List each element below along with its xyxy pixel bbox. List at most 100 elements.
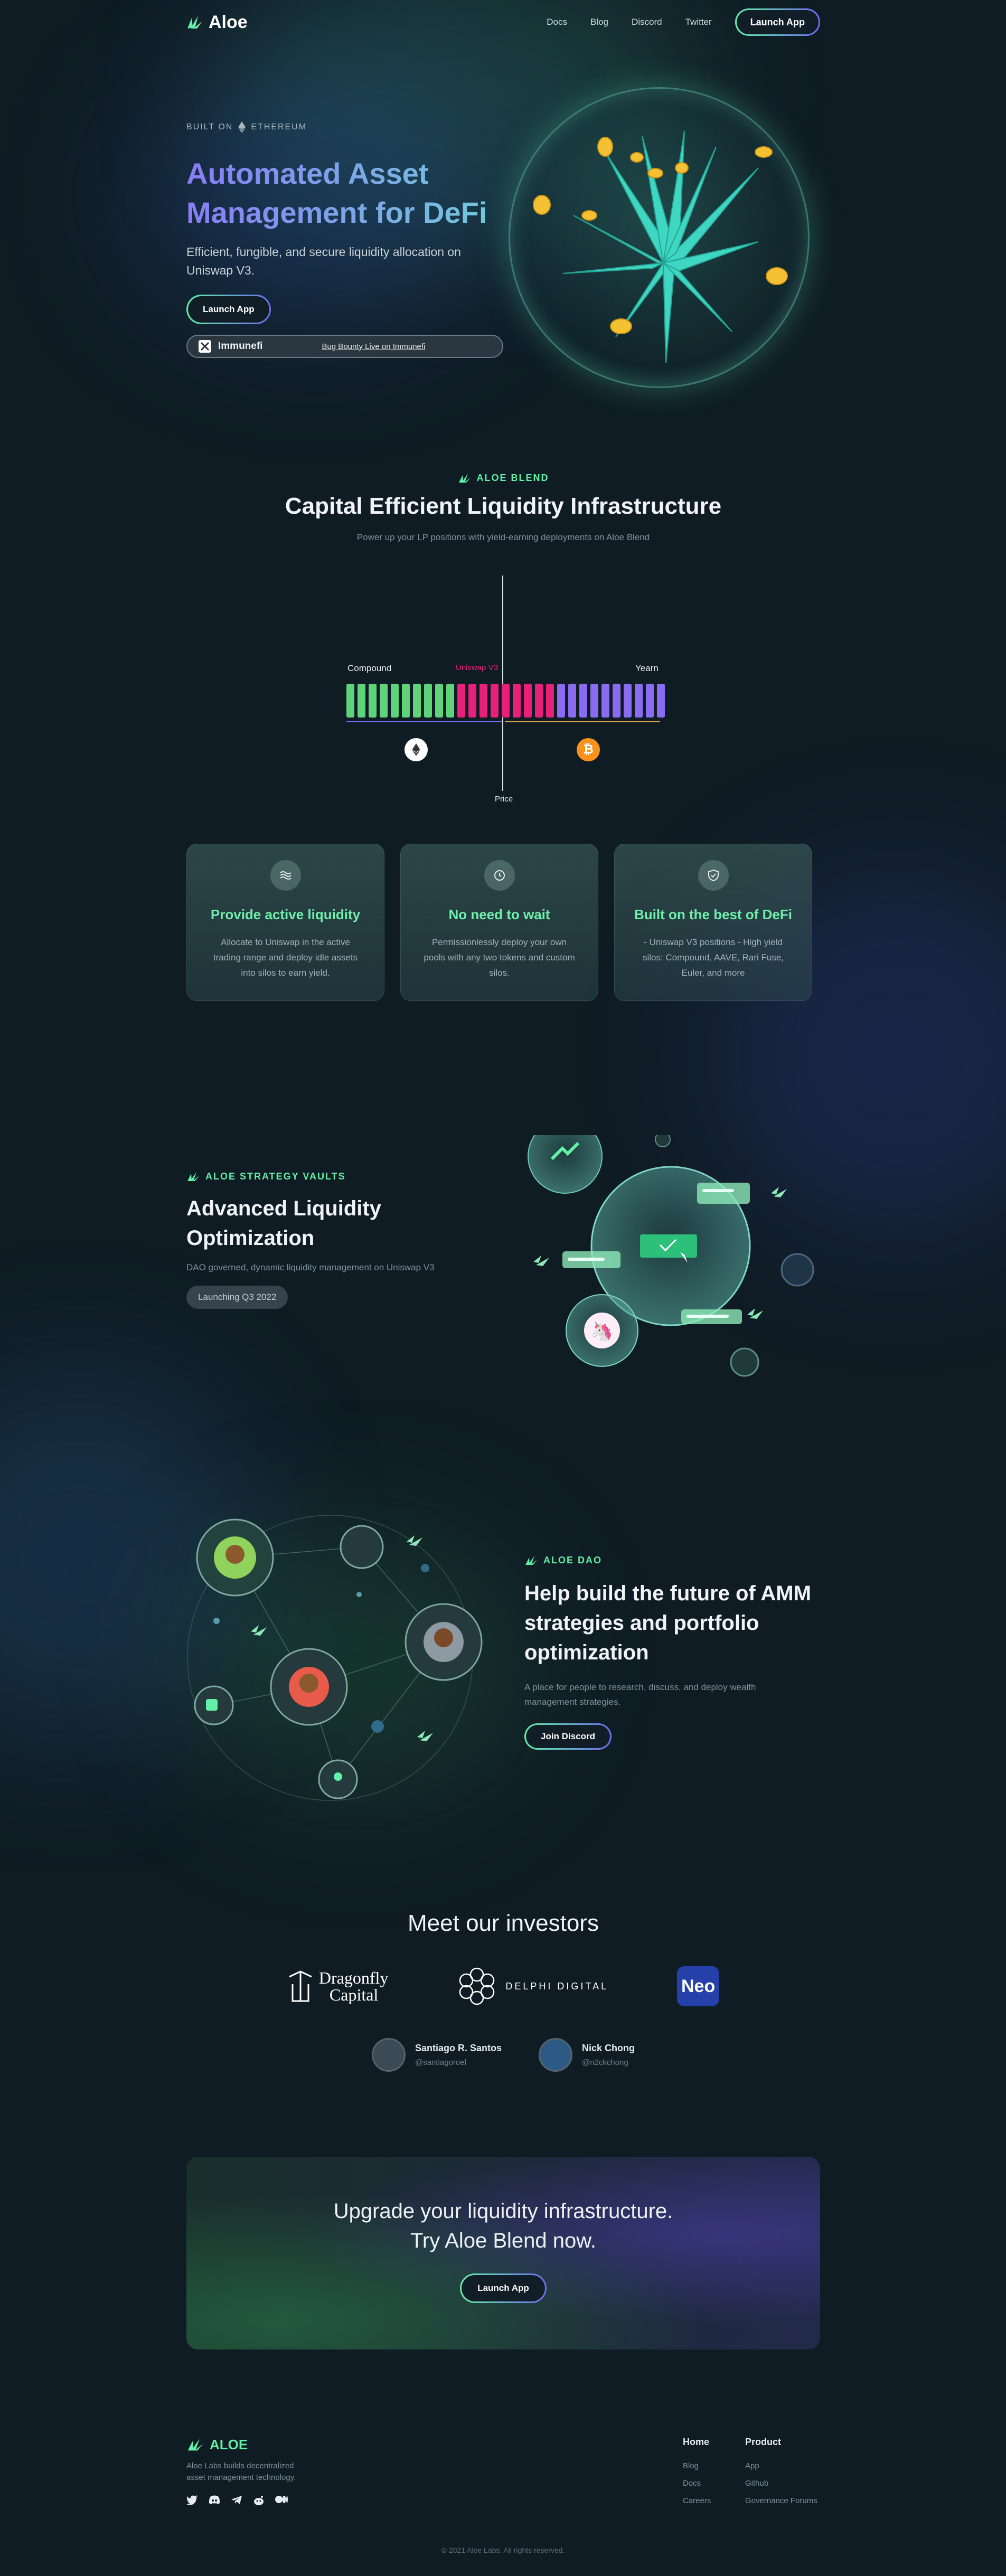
footer-link-docs[interactable]: Docs (683, 2479, 701, 2488)
dao-section: ALOE DAO Help build the future of AMM st… (524, 1555, 820, 1750)
liquidity-bars (346, 684, 665, 718)
blend-section-header: ALOE BLEND Capital Efficient Liquidity I… (186, 473, 820, 543)
footer-col-product: Product App Github Governance Forums (745, 2437, 817, 2514)
angel-investors: Santiago R. Santos @santiagoroel Nick Ch… (186, 2038, 820, 2072)
hero-aloe-sphere (509, 87, 810, 388)
feature-title: Provide active liquidity (210, 907, 361, 922)
footer: ALOE Aloe Labs builds decentralized asse… (186, 2437, 820, 2521)
footer-link-blog[interactable]: Blog (683, 2461, 699, 2470)
feature-body: Allocate to Uniswap in the active tradin… (213, 937, 358, 978)
copyright: © 2021 Aloe Labs. All rights reserved. (441, 2546, 565, 2554)
hero-section: BUILT ON ETHEREUM Automated Asset Manage… (186, 121, 820, 370)
liquidity-bar (491, 684, 499, 718)
investors-title: Meet our investors (408, 1910, 599, 1936)
liquidity-bar (524, 684, 532, 718)
vaults-subtitle: DAO governed, dynamic liquidity manageme… (186, 1262, 435, 1272)
aloe-plant-illustration (533, 130, 788, 364)
ethereum-token-icon (405, 738, 428, 761)
angel-handle: @n2ckchong (582, 2058, 628, 2067)
liquidity-bar (601, 684, 609, 718)
liquidity-bar (402, 684, 410, 718)
cta-line-1: Upgrade your liquidity infrastructure. (333, 2200, 673, 2223)
liquidity-bar (568, 684, 576, 718)
reddit-icon[interactable] (253, 2495, 265, 2506)
avatar (539, 2038, 572, 2072)
footer-description: Aloe Labs builds decentralized asset man… (186, 2461, 296, 2482)
medium-icon[interactable] (275, 2495, 288, 2504)
blend-tag: ALOE BLEND (186, 473, 820, 484)
delphi-digital-logo[interactable]: DELPHI DIGITAL (457, 1966, 608, 2006)
hero-title: Automated Asset Management for DeFi (186, 154, 524, 232)
nav-link-docs[interactable]: Docs (547, 17, 567, 27)
feature-title: No need to wait (448, 907, 550, 922)
footer-link-governance[interactable]: Governance Forums (745, 2496, 817, 2505)
hero-launch-app-button[interactable]: Launch App (186, 295, 271, 324)
liquidity-bar (590, 684, 598, 718)
dao-subtitle: A place for people to research, discuss,… (524, 1682, 756, 1707)
vaults-tag-text: ALOE STRATEGY VAULTS (205, 1171, 346, 1182)
angel-name: Nick Chong (582, 2043, 635, 2053)
angel-nick[interactable]: Nick Chong @n2ckchong (539, 2038, 635, 2072)
neo-logo[interactable]: Neo (677, 1966, 720, 2006)
dao-network-illustration (187, 1515, 483, 1801)
nav-link-twitter[interactable]: Twitter (685, 17, 712, 27)
blend-title: Capital Efficient Liquidity Infrastructu… (285, 493, 722, 519)
feature-card-no-wait: No need to wait Permissionlessly deploy … (400, 844, 598, 1001)
angel-santiago[interactable]: Santiago R. Santos @santiagoroel (371, 2038, 502, 2072)
telegram-icon[interactable] (231, 2495, 242, 2505)
aloe-leaf-icon (525, 1555, 537, 1565)
footer-link-app[interactable]: App (745, 2461, 759, 2470)
join-discord-button[interactable]: Join Discord (524, 1723, 612, 1750)
cta-line-2: Try Aloe Blend now. (410, 2229, 597, 2252)
footer-col-title: Product (745, 2437, 782, 2447)
liquidity-bar (657, 684, 665, 718)
blend-tag-text: ALOE BLEND (476, 473, 549, 483)
aloe-leaf-icon (187, 1172, 199, 1181)
top-nav: Aloe Docs Blog Discord Twitter Launch Ap… (186, 7, 820, 37)
liquidity-bar (579, 684, 587, 718)
liquidity-bar (358, 684, 365, 718)
liquidity-bar (446, 684, 454, 718)
liquidity-bar (413, 684, 421, 718)
nav-link-blog[interactable]: Blog (590, 17, 608, 27)
nav-link-discord[interactable]: Discord (631, 17, 662, 27)
liquidity-bar (635, 684, 643, 718)
liquidity-bar (380, 684, 388, 718)
launching-badge: Launching Q3 2022 (186, 1286, 288, 1309)
dao-title: Help build the future of AMM strategies … (524, 1582, 811, 1664)
footer-logo-text: ALOE (210, 2437, 248, 2452)
feature-title: Built on the best of DeFi (634, 907, 792, 922)
liquidity-bar (513, 684, 521, 718)
angel-handle: @santiagoroel (415, 2058, 466, 2067)
clock-icon (484, 860, 515, 891)
liquidity-bar (457, 684, 465, 718)
liquidity-bar (424, 684, 432, 718)
immunefi-banner[interactable]: Immunefi Bug Bounty Live on Immunefi (186, 335, 503, 358)
dragonfly-logo[interactable]: Dragonfly Capital (287, 1969, 388, 2003)
aloe-leaf-icon (187, 16, 202, 29)
liquidity-distribution-diagram: Compound Uniswap V3 Yearn ₿ Price (343, 575, 665, 808)
liquidity-bar (435, 684, 443, 718)
cta-launch-app-button[interactable]: Launch App (460, 2273, 547, 2303)
ethereum-icon (238, 121, 246, 133)
waves-icon (270, 860, 301, 891)
vaults-illustration: 🦄 (528, 1135, 814, 1377)
feature-body: Permissionlessly deploy your own pools w… (424, 937, 575, 978)
liquidity-bar (391, 684, 399, 718)
twitter-icon[interactable] (186, 2495, 198, 2505)
footer-logo[interactable]: ALOE (186, 2437, 820, 2453)
social-links (186, 2495, 820, 2506)
launch-app-button[interactable]: Launch App (735, 8, 820, 36)
liquidity-bar (557, 684, 565, 718)
discord-icon[interactable] (209, 2495, 220, 2505)
bug-bounty-link[interactable]: Bug Bounty Live on Immunefi (322, 342, 426, 351)
footer-link-careers[interactable]: Careers (683, 2496, 711, 2505)
logo[interactable]: Aloe (186, 12, 248, 33)
feature-card-active-liquidity: Provide active liquidity Allocate to Uni… (186, 844, 384, 1001)
aloe-leaf-icon (458, 473, 471, 483)
footer-link-github[interactable]: Github (745, 2479, 769, 2488)
delphi-icon (459, 1967, 495, 2005)
chain-text: ETHEREUM (251, 122, 307, 131)
liquidity-bar (613, 684, 620, 718)
feature-body: - Uniswap V3 positions - High yield silo… (642, 937, 784, 978)
